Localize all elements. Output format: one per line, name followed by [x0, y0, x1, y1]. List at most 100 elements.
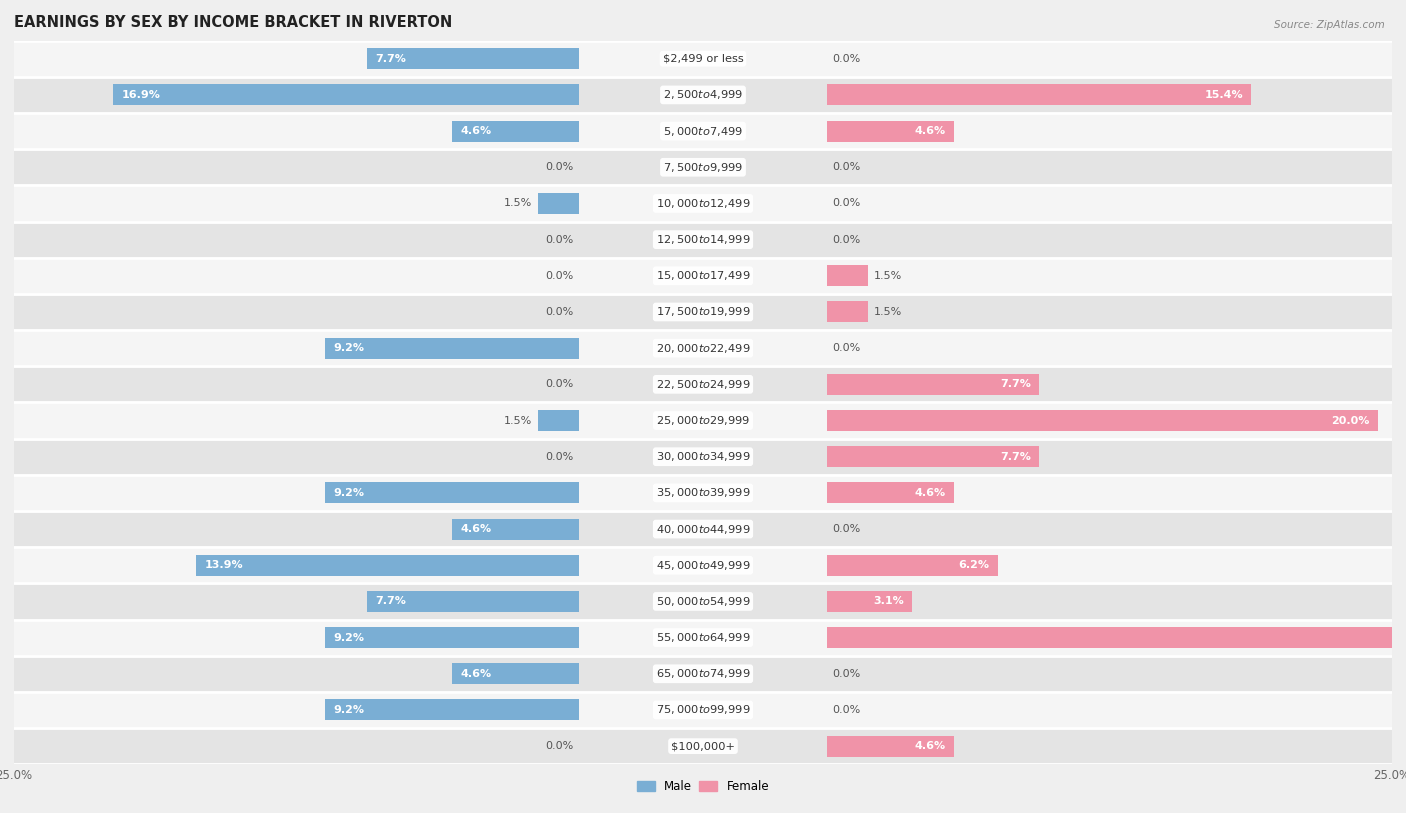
Bar [14, 511, 1392, 547]
Bar [827, 736, 953, 757]
Bar [14, 439, 1392, 475]
Text: 7.7%: 7.7% [375, 597, 406, 606]
Bar [827, 120, 953, 141]
Bar [827, 410, 1378, 431]
Bar [827, 374, 1039, 395]
Bar [367, 591, 579, 612]
Text: 9.2%: 9.2% [333, 343, 364, 353]
Bar [14, 294, 1392, 330]
Text: $100,000+: $100,000+ [671, 741, 735, 751]
Text: $20,000 to $22,499: $20,000 to $22,499 [655, 341, 751, 354]
Bar [827, 627, 1406, 648]
Text: 1.5%: 1.5% [503, 415, 531, 425]
Bar [14, 366, 1392, 402]
Text: 4.6%: 4.6% [461, 524, 492, 534]
Text: 9.2%: 9.2% [333, 705, 364, 715]
Text: 1.5%: 1.5% [875, 271, 903, 280]
Bar [14, 113, 1392, 150]
Bar [537, 193, 579, 214]
Bar [14, 655, 1392, 692]
Bar [114, 85, 579, 106]
Text: 4.6%: 4.6% [914, 126, 945, 136]
Text: 0.0%: 0.0% [832, 163, 860, 172]
Text: $45,000 to $49,999: $45,000 to $49,999 [655, 559, 751, 572]
Text: $5,000 to $7,499: $5,000 to $7,499 [664, 124, 742, 137]
Text: $35,000 to $39,999: $35,000 to $39,999 [655, 486, 751, 499]
Text: 4.6%: 4.6% [461, 669, 492, 679]
Text: $12,500 to $14,999: $12,500 to $14,999 [655, 233, 751, 246]
Bar [14, 330, 1392, 366]
Text: $30,000 to $34,999: $30,000 to $34,999 [655, 450, 751, 463]
Text: 0.0%: 0.0% [832, 235, 860, 245]
Bar [537, 410, 579, 431]
Bar [14, 150, 1392, 185]
Text: $55,000 to $64,999: $55,000 to $64,999 [655, 631, 751, 644]
Bar [14, 222, 1392, 258]
Text: 4.6%: 4.6% [461, 126, 492, 136]
Bar [325, 699, 579, 720]
Text: 0.0%: 0.0% [546, 235, 574, 245]
Bar [827, 85, 1251, 106]
Text: $2,499 or less: $2,499 or less [662, 54, 744, 63]
Text: $15,000 to $17,499: $15,000 to $17,499 [655, 269, 751, 282]
Bar [827, 302, 869, 323]
Text: 1.5%: 1.5% [875, 307, 903, 317]
Bar [325, 337, 579, 359]
Text: 4.6%: 4.6% [914, 741, 945, 751]
Text: 7.7%: 7.7% [1000, 380, 1031, 389]
Bar [453, 663, 579, 685]
Text: $10,000 to $12,499: $10,000 to $12,499 [655, 197, 751, 210]
Text: 0.0%: 0.0% [832, 669, 860, 679]
Text: 20.0%: 20.0% [1331, 415, 1369, 425]
Bar [14, 547, 1392, 584]
Bar [827, 265, 869, 286]
Bar [14, 402, 1392, 439]
Bar [14, 692, 1392, 728]
Text: $40,000 to $44,999: $40,000 to $44,999 [655, 523, 751, 536]
Text: 0.0%: 0.0% [832, 54, 860, 63]
Text: 9.2%: 9.2% [333, 633, 364, 642]
Text: 0.0%: 0.0% [546, 163, 574, 172]
Text: EARNINGS BY SEX BY INCOME BRACKET IN RIVERTON: EARNINGS BY SEX BY INCOME BRACKET IN RIV… [14, 15, 453, 30]
Text: 0.0%: 0.0% [546, 380, 574, 389]
Bar [827, 591, 912, 612]
Bar [14, 475, 1392, 511]
Text: 1.5%: 1.5% [503, 198, 531, 208]
Bar [14, 185, 1392, 221]
Bar [14, 584, 1392, 620]
Bar [14, 41, 1392, 77]
Text: 7.7%: 7.7% [1000, 452, 1031, 462]
Text: $17,500 to $19,999: $17,500 to $19,999 [655, 306, 751, 319]
Legend: Male, Female: Male, Female [633, 776, 773, 798]
Text: 13.9%: 13.9% [204, 560, 243, 570]
Bar [827, 482, 953, 503]
Bar [827, 446, 1039, 467]
Bar [827, 554, 998, 576]
Text: 6.2%: 6.2% [959, 560, 990, 570]
Text: $50,000 to $54,999: $50,000 to $54,999 [655, 595, 751, 608]
Text: $25,000 to $29,999: $25,000 to $29,999 [655, 414, 751, 427]
Text: 0.0%: 0.0% [546, 452, 574, 462]
Text: 0.0%: 0.0% [546, 307, 574, 317]
Bar [367, 48, 579, 69]
Bar [14, 620, 1392, 655]
Text: 3.1%: 3.1% [873, 597, 904, 606]
Text: 0.0%: 0.0% [832, 198, 860, 208]
Text: 15.4%: 15.4% [1205, 90, 1243, 100]
Bar [14, 77, 1392, 113]
Text: 0.0%: 0.0% [832, 705, 860, 715]
Bar [325, 482, 579, 503]
Text: 4.6%: 4.6% [914, 488, 945, 498]
Text: $7,500 to $9,999: $7,500 to $9,999 [664, 161, 742, 174]
Text: $65,000 to $74,999: $65,000 to $74,999 [655, 667, 751, 680]
Text: $2,500 to $4,999: $2,500 to $4,999 [664, 89, 742, 102]
Bar [453, 120, 579, 141]
Bar [14, 258, 1392, 294]
Text: 9.2%: 9.2% [333, 488, 364, 498]
Text: 7.7%: 7.7% [375, 54, 406, 63]
Bar [453, 519, 579, 540]
Text: 0.0%: 0.0% [546, 271, 574, 280]
Bar [325, 627, 579, 648]
Bar [195, 554, 579, 576]
Text: 0.0%: 0.0% [546, 741, 574, 751]
